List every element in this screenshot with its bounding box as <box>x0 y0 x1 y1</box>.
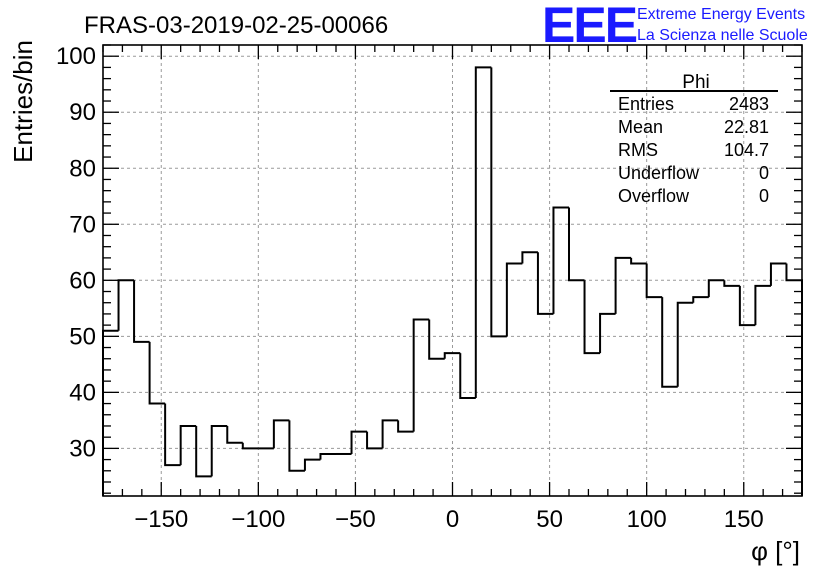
histogram-bin <box>381 419 399 449</box>
stats-value: 2483 <box>729 94 769 114</box>
histogram-bin <box>521 251 538 264</box>
stats-label: Underflow <box>618 163 700 183</box>
histogram-bin <box>723 280 740 287</box>
stats-value: 0 <box>759 163 769 183</box>
axis-ticks <box>102 44 803 496</box>
stats-title: Phi <box>682 72 709 93</box>
stats-value: 22.81 <box>724 117 769 137</box>
x-tick-label: −50 <box>335 506 376 533</box>
y-axis-label: Entries/bin <box>8 40 38 163</box>
histogram-bin <box>630 257 647 265</box>
histogram-bin <box>552 206 569 314</box>
histogram-bin <box>133 280 150 343</box>
histogram-bin <box>505 262 523 337</box>
stats-value: 0 <box>759 186 769 206</box>
histogram-bin <box>707 279 725 298</box>
stats-label: Overflow <box>618 186 690 206</box>
y-tick-label: 30 <box>69 435 96 462</box>
eee-logo-mark: EEE <box>542 0 637 53</box>
histogram-bin <box>428 319 445 360</box>
y-tick-label: 90 <box>69 99 96 126</box>
chart-title: FRAS-03-2019-02-25-00066 <box>84 12 388 39</box>
stats-box: Phi Entries 2483 Mean 22.81 RMS 104.7 Underflo… <box>610 72 778 206</box>
stats-label: Entries <box>618 94 674 114</box>
x-axis-label: φ [°] <box>751 536 800 566</box>
histogram-bin <box>754 284 771 326</box>
x-tick-label: −100 <box>231 506 285 533</box>
logo-line-2: La Scienza nelle Scuole <box>637 27 808 44</box>
stats-value: 104.7 <box>724 140 769 160</box>
histogram-bin <box>241 442 259 450</box>
histogram-bin <box>288 420 305 472</box>
stats-label: Mean <box>618 117 663 137</box>
histogram-bin <box>738 285 756 327</box>
y-tick-label: 70 <box>69 211 96 238</box>
histogram-bin <box>350 430 368 454</box>
x-tick-label: 150 <box>724 506 764 533</box>
logo-line-1: Extreme Energy Events <box>637 6 805 23</box>
histogram-bin <box>397 420 414 433</box>
histogram-bin <box>769 262 787 286</box>
histogram-bin <box>195 425 212 478</box>
stats-label: RMS <box>618 140 658 160</box>
y-tick-label: 40 <box>69 379 96 406</box>
histogram-bin <box>536 252 554 315</box>
histogram-series <box>102 66 803 496</box>
grid-lines <box>103 45 802 496</box>
histogram-bin <box>303 458 321 471</box>
y-tick-label: 100 <box>56 43 96 70</box>
histogram-bin <box>785 263 803 496</box>
y-tick-label: 80 <box>69 155 96 182</box>
histogram-bin <box>164 403 181 467</box>
histogram-bin <box>661 297 678 388</box>
histogram-bin <box>599 312 616 354</box>
histogram-bin <box>692 296 709 303</box>
x-tick-label: 0 <box>446 506 459 533</box>
histogram-bin <box>148 341 166 405</box>
stats-rows: Entries 2483 Mean 22.81 RMS 104.7 Underflow 0 Ov… <box>618 94 769 206</box>
y-tick-label: 60 <box>69 267 96 294</box>
y-tick-labels: 30 40 50 60 70 80 90 100 <box>56 43 96 462</box>
histogram-bin <box>645 263 663 299</box>
histogram-bin <box>459 353 476 399</box>
x-tick-label: 100 <box>627 506 667 533</box>
histogram-bin <box>583 280 601 355</box>
histogram-bin <box>614 256 632 314</box>
histogram-bin <box>117 279 135 331</box>
histogram-bin <box>272 419 290 449</box>
eee-logo: EEE Extreme Energy Events La Scienza nel… <box>542 0 808 53</box>
histogram-bin <box>490 67 507 338</box>
x-tick-labels: −150 −100 −50 0 50 100 150 <box>134 506 764 533</box>
histogram-bin <box>226 425 243 444</box>
x-tick-label: −150 <box>134 506 188 533</box>
histogram-bin <box>210 424 228 477</box>
histogram-bin <box>568 207 585 282</box>
histogram-bin <box>676 301 694 387</box>
histogram-bin <box>366 431 383 450</box>
histogram-bin <box>474 66 492 398</box>
histogram-bin <box>179 424 197 466</box>
histogram-bin <box>443 352 461 359</box>
histogram-bin <box>319 452 336 460</box>
x-tick-label: 50 <box>536 506 563 533</box>
histogram-bin <box>412 318 430 432</box>
y-tick-label: 50 <box>69 323 96 350</box>
